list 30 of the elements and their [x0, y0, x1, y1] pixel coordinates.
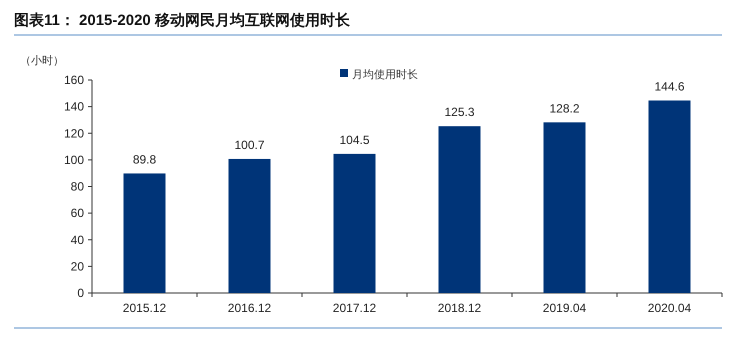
x-tick-label: 2017.12 [332, 301, 377, 315]
y-tick-label: 0 [77, 286, 84, 300]
chart-title: 图表11： 2015-2020 移动网民月均互联网使用时长 [14, 12, 351, 29]
bar [648, 100, 690, 293]
bar [228, 158, 270, 293]
bar [124, 173, 166, 293]
data-label: 144.6 [654, 80, 685, 94]
x-tick-label: 2015.12 [122, 301, 167, 315]
data-label: 104.5 [339, 132, 370, 147]
data-label: 89.8 [132, 152, 156, 166]
y-axis-title: （小时） [20, 54, 64, 67]
y-tick-label: 20 [70, 259, 84, 274]
bar [544, 122, 586, 293]
legend-label: 月均使用时长 [352, 68, 418, 81]
data-label: 100.7 [234, 138, 265, 152]
x-tick-label: 2020.04 [648, 301, 692, 315]
bar [438, 126, 480, 293]
y-tick-label: 100 [64, 152, 84, 167]
data-label: 125.3 [444, 105, 475, 120]
x-tick-label: 2018.12 [438, 301, 482, 315]
data-label: 128.2 [549, 101, 580, 116]
x-tick-label: 2016.12 [228, 301, 272, 315]
y-tick-label: 140 [64, 100, 84, 114]
x-tick-label: 2019.04 [542, 301, 587, 315]
bar [334, 154, 376, 293]
y-tick-label: 40 [70, 232, 84, 247]
y-tick-label: 120 [64, 126, 84, 140]
y-tick-label: 60 [70, 206, 84, 220]
y-tick-label: 160 [64, 73, 84, 87]
y-tick-label: 80 [70, 180, 84, 194]
